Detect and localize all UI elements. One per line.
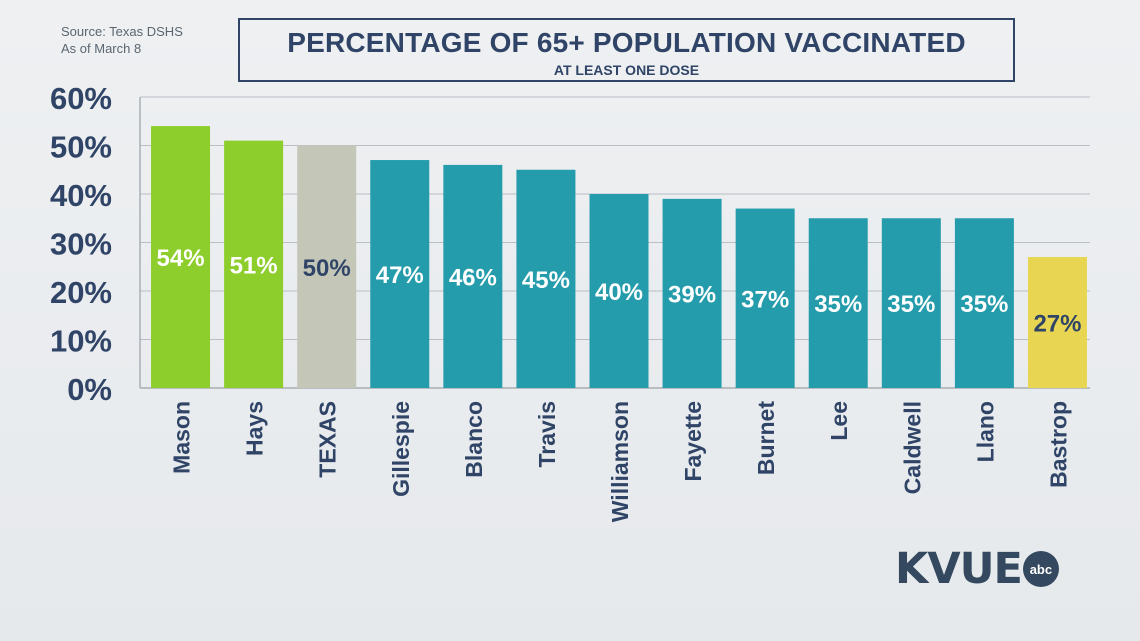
x-category-label: Blanco xyxy=(461,401,487,478)
bar-value-label: 40% xyxy=(595,279,643,306)
x-category-label: Gillespie xyxy=(388,401,414,497)
bar xyxy=(808,218,868,388)
kvue-abc-logo: KVUE abc xyxy=(895,544,1059,594)
bar-value-label: 51% xyxy=(230,252,278,279)
x-category-label: Caldwell xyxy=(899,401,925,494)
bar xyxy=(735,208,795,388)
chart-title-box: PERCENTAGE OF 65+ POPULATION VACCINATED … xyxy=(238,18,1015,82)
x-category-label: Llano xyxy=(972,401,998,462)
bar-value-label: 35% xyxy=(960,291,1008,318)
bar-value-label: 45% xyxy=(522,267,570,294)
x-category-label: Fayette xyxy=(680,401,706,482)
y-tick-label: 50% xyxy=(50,130,112,165)
bar-value-label: 54% xyxy=(157,245,205,272)
y-tick-label: 0% xyxy=(67,372,112,407)
bar xyxy=(443,164,503,388)
x-category-label: Lee xyxy=(826,401,852,441)
bar xyxy=(1027,257,1087,388)
x-category-label: Burnet xyxy=(753,401,779,475)
bar xyxy=(370,160,430,388)
y-tick-label: 20% xyxy=(50,275,112,310)
logo-text: KVUE xyxy=(895,544,1023,594)
bar-value-label: 46% xyxy=(449,264,497,291)
y-tick-label: 40% xyxy=(50,178,112,213)
bar-value-label: 27% xyxy=(1033,311,1081,338)
bar-value-label: 50% xyxy=(303,255,351,282)
x-category-label: Mason xyxy=(169,401,195,474)
bar xyxy=(516,169,576,388)
y-tick-label: 30% xyxy=(50,227,112,262)
x-category-label: Bastrop xyxy=(1045,401,1071,488)
chart-subtitle: AT LEAST ONE DOSE xyxy=(553,62,700,78)
bar xyxy=(589,194,649,388)
x-category-label: Williamson xyxy=(607,401,633,522)
date-line: As of March 8 xyxy=(61,41,142,56)
x-category-label: TEXAS xyxy=(315,401,341,478)
source-line: Source: Texas DSHS xyxy=(61,24,183,39)
bar xyxy=(954,218,1014,388)
bar-value-label: 35% xyxy=(887,291,935,318)
source-note: Source: Texas DSHS As of March 8 xyxy=(61,23,183,57)
y-tick-label: 10% xyxy=(50,324,112,359)
chart-title: PERCENTAGE OF 65+ POPULATION VACCINATED xyxy=(287,27,966,58)
bar-value-label: 39% xyxy=(668,281,716,308)
bar xyxy=(151,126,211,388)
bar xyxy=(297,145,357,388)
x-category-label: Hays xyxy=(242,401,268,456)
bar-value-label: 37% xyxy=(741,286,789,313)
abc-logo-icon: abc xyxy=(1022,551,1059,587)
y-tick-label: 60% xyxy=(50,81,112,116)
bar xyxy=(662,198,722,388)
x-category-label: Travis xyxy=(534,401,560,468)
bar-value-label: 47% xyxy=(376,262,424,289)
bar-value-label: 35% xyxy=(814,291,862,318)
bar xyxy=(224,140,284,388)
bar xyxy=(881,218,941,388)
